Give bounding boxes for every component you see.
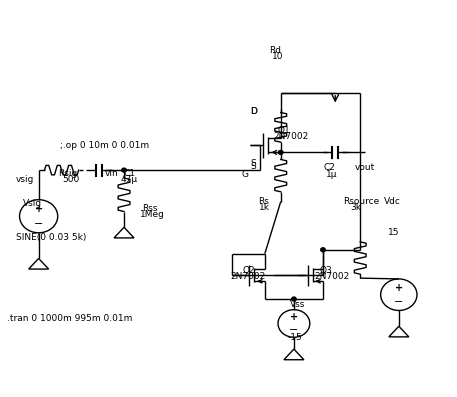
Text: Vdc: Vdc [384,197,401,206]
Text: Rss: Rss [142,204,158,213]
Text: Rd: Rd [269,46,282,55]
Text: Rsource: Rsource [343,197,379,206]
Text: S: S [250,162,256,172]
Text: G: G [241,170,248,179]
Text: C1: C1 [123,169,135,178]
Text: vout: vout [355,163,375,172]
Text: 47μ: 47μ [121,175,138,184]
Text: Q1: Q1 [277,126,290,135]
Text: Vsig: Vsig [23,199,43,208]
Text: 10: 10 [271,52,283,61]
Text: SINE(0 0.03 5k): SINE(0 0.03 5k) [16,233,86,243]
Text: −: − [289,325,298,335]
Text: -15: -15 [287,333,302,342]
Text: Vss: Vss [290,300,305,308]
Circle shape [321,248,325,252]
Text: D: D [250,107,257,116]
Text: 500: 500 [63,175,80,184]
Text: 3k: 3k [350,203,361,212]
Text: 15: 15 [388,227,400,237]
Text: .tran 0 1000m 995m 0.01m: .tran 0 1000m 995m 0.01m [7,314,132,323]
Text: Rsig: Rsig [58,169,77,178]
Text: −: − [394,297,404,307]
Text: ;.op 0 10m 0 0.01m: ;.op 0 10m 0 0.01m [60,141,149,150]
Text: −: − [34,219,43,229]
Text: +: + [290,312,298,322]
Text: 2N7002: 2N7002 [314,272,349,281]
Circle shape [292,297,296,301]
Text: 2N7002: 2N7002 [231,272,266,281]
Text: +: + [395,283,403,293]
Text: vin: vin [105,169,119,178]
Text: +: + [35,204,43,214]
Circle shape [278,150,283,154]
Circle shape [122,168,126,172]
Text: vsig: vsig [16,175,34,185]
Text: 1μ: 1μ [326,170,338,179]
Text: Q2: Q2 [242,266,255,275]
Text: C2: C2 [324,163,336,172]
Text: Q3: Q3 [319,266,332,275]
Text: 1k: 1k [260,203,271,212]
Text: S: S [250,158,256,168]
Text: Rs: Rs [258,197,269,206]
Text: 2N7002: 2N7002 [273,132,308,141]
Text: 1Meg: 1Meg [140,210,165,219]
Text: D: D [250,107,257,116]
